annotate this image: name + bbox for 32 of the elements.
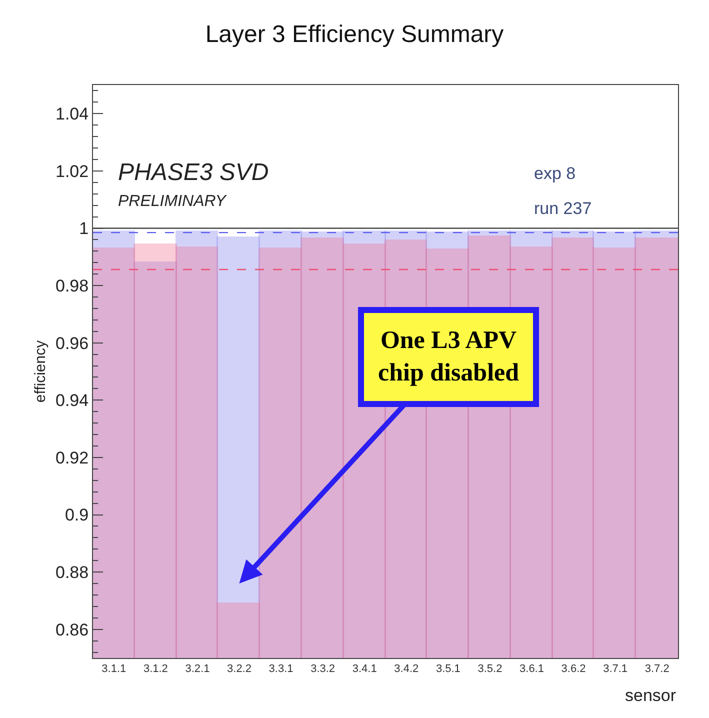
x-tick-label: 3.1.1 xyxy=(102,663,126,676)
chart-title: Layer 3 Efficiency Summary xyxy=(205,20,504,48)
y-tick-label: 1.04 xyxy=(56,104,89,124)
y-tick-label: 1.02 xyxy=(56,162,89,181)
x-tick-label: 3.5.1 xyxy=(436,663,460,676)
x-tick-label: 3.3.1 xyxy=(268,663,294,676)
x-tick-label: 3.1.2 xyxy=(143,663,168,676)
x-tick-label: 3.2.1 xyxy=(185,663,210,676)
y-axis-title: efficiency xyxy=(32,340,49,403)
x-tick-label: 3.3.2 xyxy=(310,663,336,676)
x-tick-label: 3.4.1 xyxy=(352,663,377,676)
x-tick-label: 3.5.2 xyxy=(478,663,502,676)
x-tick-label: 3.4.2 xyxy=(394,663,419,676)
annotation: run 237 xyxy=(534,199,592,218)
y-tick-label: 0.96 xyxy=(56,334,89,353)
x-tick-label: 3.6.1 xyxy=(520,663,544,676)
y-tick-label: 0.98 xyxy=(56,276,89,296)
annotation: One L3 APV chip disabled xyxy=(378,327,520,386)
x-axis-title: sensor xyxy=(625,686,676,705)
annotation: exp 8 xyxy=(534,164,576,183)
y-tick-label: 1 xyxy=(79,219,89,238)
annotation: PRELIMINARY xyxy=(118,193,228,210)
y-tick-label: 0.88 xyxy=(56,563,89,582)
x-tick-label: 3.7.2 xyxy=(644,663,670,676)
y-tick-label: 0.92 xyxy=(56,448,89,468)
y-tick-label: 0.9 xyxy=(64,506,89,525)
annotation: PHASE3 SVD xyxy=(118,159,269,186)
x-tick-label: 3.2.2 xyxy=(227,663,252,676)
x-tick-label: 3.7.1 xyxy=(603,663,628,676)
x-tick-label: 3.6.2 xyxy=(561,663,586,676)
y-tick-label: 0.94 xyxy=(56,391,89,410)
y-tick-label: 0.86 xyxy=(56,620,89,640)
